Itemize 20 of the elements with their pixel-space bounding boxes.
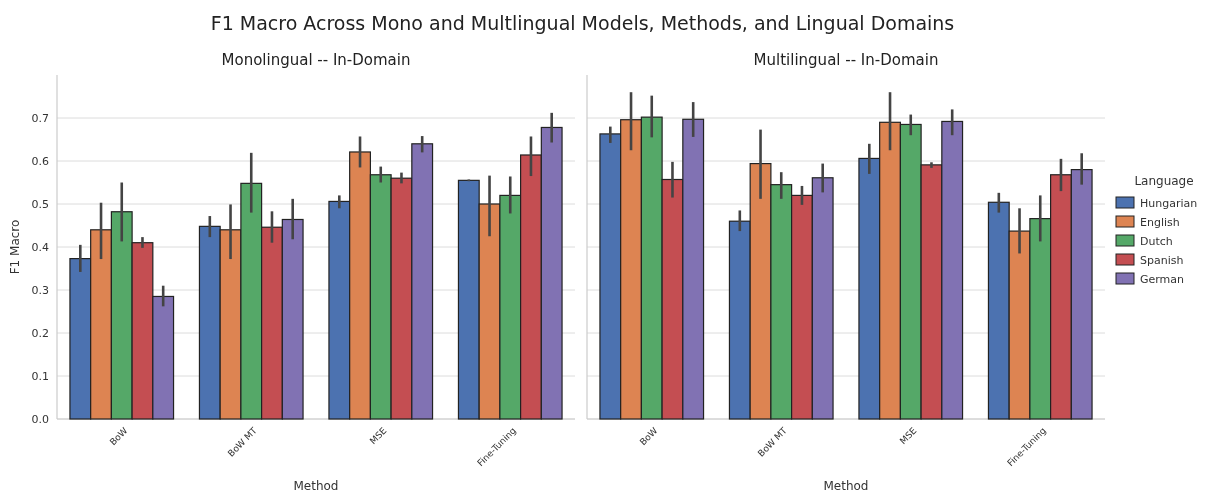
y-tick-label: 0.5 bbox=[31, 197, 49, 211]
y-axis-title: F1 Macro bbox=[8, 219, 22, 275]
chart-title: Monolingual -- In-Domain bbox=[221, 51, 411, 69]
legend-label: Dutch bbox=[1140, 234, 1173, 248]
legend-label: Spanish bbox=[1140, 253, 1184, 267]
legend-label: German bbox=[1140, 272, 1185, 286]
y-tick-label: 0.0 bbox=[31, 412, 49, 426]
y-tick-label: 0.3 bbox=[31, 283, 49, 297]
legend-label: Hungarian bbox=[1140, 196, 1198, 210]
y-tick-label: 0.4 bbox=[31, 240, 49, 254]
legend-title: Language bbox=[1134, 174, 1194, 188]
y-tick-label: 0.1 bbox=[31, 369, 49, 383]
x-axis-title: Method bbox=[293, 479, 339, 493]
y-tick-label: 0.6 bbox=[31, 154, 49, 168]
x-axis-title: Method bbox=[823, 479, 869, 493]
text: F1 Macro Across Mono and Multlingual Models, Methods, and Lingual Domains bbox=[210, 12, 955, 34]
y-tick-label: 0.7 bbox=[31, 111, 49, 125]
legend-label: English bbox=[1140, 215, 1180, 229]
chart-title: Multilingual -- In-Domain bbox=[753, 51, 939, 69]
y-tick-label: 0.2 bbox=[31, 326, 49, 340]
